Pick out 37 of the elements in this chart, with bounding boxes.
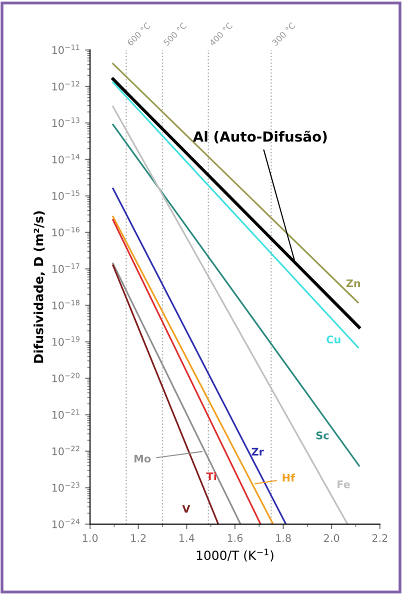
ref-line-label: 600 °C [126,22,151,46]
y-tick-label: 10$^{−23}$ [52,482,80,492]
y-tick-label: 10$^{−13}$ [52,117,80,127]
x-tick-label: 1.8 [276,534,291,542]
series-label: Cu [326,336,340,344]
text: Mo [134,454,151,463]
y-tick-label: 10$^{−22}$ [52,446,80,456]
x-tick-label: 1.6 [228,534,243,542]
y-tick-label: 10$^{−19}$ [52,336,80,346]
series-label: Zn [346,279,360,288]
y-axis-title: Difusividade, D (m²/s) [34,211,45,363]
ref-line-label: 500 °C [163,22,187,46]
x-tick-label: 2.2 [372,534,388,542]
x-tick-label: 1.0 [82,534,98,542]
x-tick-label: 2.0 [324,534,340,542]
y-tick-label: 10$^{−18}$ [52,300,80,310]
series-label: Ti [206,472,216,480]
series-label: Fe [338,480,350,488]
y-tick-label: 10$^{−21}$ [52,409,80,419]
y-tick-label: 10$^{−12}$ [52,80,80,90]
legend-label: Hf [282,474,296,482]
series-label: V [182,505,190,513]
y-tick-label: 10$^{−17}$ [52,263,80,273]
y-tick-label: 10$^{−24}$ [52,518,80,528]
x-axis-title: 1000/T (K$^{−1}$) [196,548,274,562]
y-tick-label: 10$^{−20}$ [52,372,80,382]
x-tick-label: 1.4 [180,534,194,542]
ref-line-label: 300 °C [272,22,296,46]
y-tick-label: 10$^{−15}$ [52,190,80,200]
y-tick-label: 10$^{−11}$ [52,44,80,54]
y-tick-label: 10$^{−14}$ [52,154,80,164]
series-label: Al (Auto-Difusão) [192,130,327,144]
y-tick-label: 10$^{−16}$ [52,226,80,236]
series-label: Zr [252,448,264,456]
series-label: Sc [316,431,329,440]
x-tick-label: 1.2 [131,534,146,542]
ref-line-label: 400 °C [208,22,233,46]
